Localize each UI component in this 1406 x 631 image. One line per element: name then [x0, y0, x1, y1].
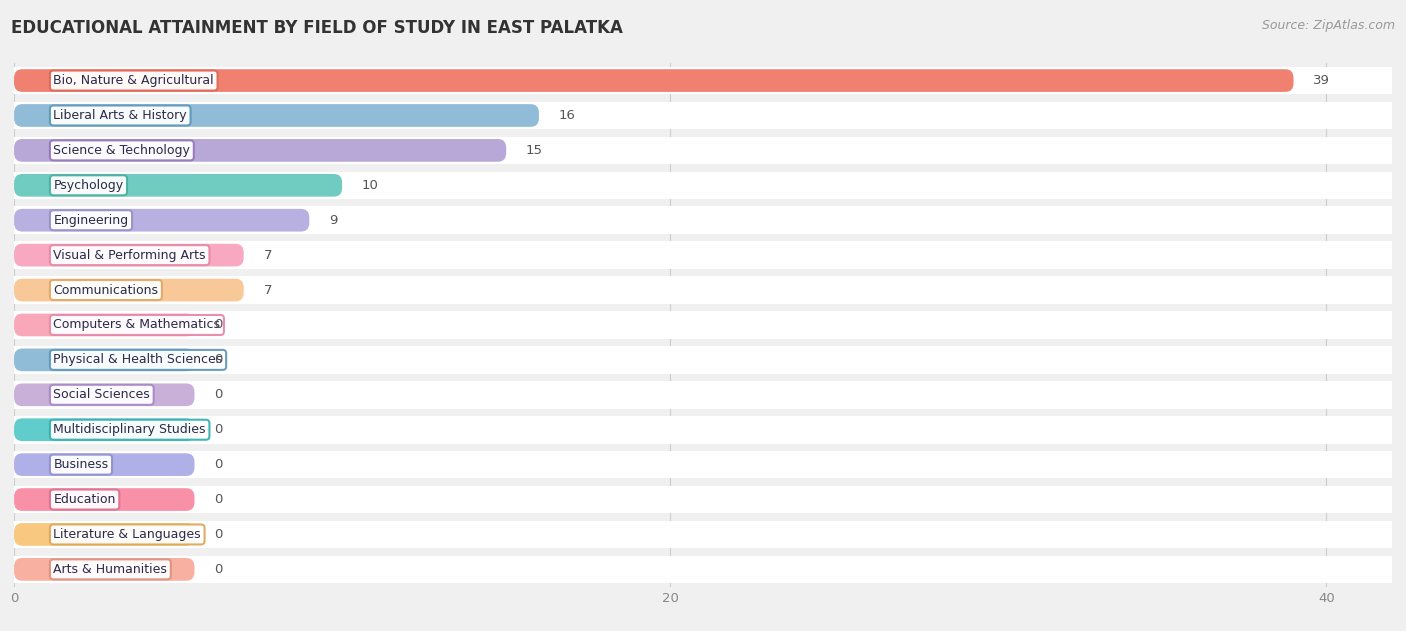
FancyBboxPatch shape [14, 104, 538, 127]
FancyBboxPatch shape [14, 523, 194, 546]
FancyBboxPatch shape [14, 276, 1392, 304]
Text: Bio, Nature & Agricultural: Bio, Nature & Agricultural [53, 74, 214, 87]
Text: 0: 0 [214, 319, 222, 331]
Text: Social Sciences: Social Sciences [53, 388, 150, 401]
Text: Physical & Health Sciences: Physical & Health Sciences [53, 353, 222, 367]
FancyBboxPatch shape [14, 418, 194, 441]
FancyBboxPatch shape [14, 139, 506, 162]
Text: 0: 0 [214, 353, 222, 367]
Text: Business: Business [53, 458, 108, 471]
FancyBboxPatch shape [14, 555, 1392, 583]
Text: 0: 0 [214, 458, 222, 471]
FancyBboxPatch shape [14, 384, 194, 406]
FancyBboxPatch shape [14, 486, 1392, 514]
Text: Communications: Communications [53, 283, 159, 297]
Text: EDUCATIONAL ATTAINMENT BY FIELD OF STUDY IN EAST PALATKA: EDUCATIONAL ATTAINMENT BY FIELD OF STUDY… [11, 19, 623, 37]
Text: 16: 16 [558, 109, 575, 122]
Text: Visual & Performing Arts: Visual & Performing Arts [53, 249, 205, 262]
FancyBboxPatch shape [14, 209, 309, 232]
FancyBboxPatch shape [14, 206, 1392, 234]
Text: 0: 0 [214, 388, 222, 401]
Text: 7: 7 [263, 249, 271, 262]
FancyBboxPatch shape [14, 69, 1294, 92]
Text: Source: ZipAtlas.com: Source: ZipAtlas.com [1261, 19, 1395, 32]
Text: Science & Technology: Science & Technology [53, 144, 190, 157]
Text: 15: 15 [526, 144, 543, 157]
Text: 0: 0 [214, 563, 222, 576]
Text: Psychology: Psychology [53, 179, 124, 192]
Text: Literature & Languages: Literature & Languages [53, 528, 201, 541]
Text: 9: 9 [329, 214, 337, 227]
Text: 0: 0 [214, 423, 222, 436]
FancyBboxPatch shape [14, 311, 1392, 339]
FancyBboxPatch shape [14, 172, 1392, 199]
FancyBboxPatch shape [14, 314, 194, 336]
Text: 7: 7 [263, 283, 271, 297]
Text: 10: 10 [361, 179, 378, 192]
FancyBboxPatch shape [14, 451, 1392, 478]
Text: Arts & Humanities: Arts & Humanities [53, 563, 167, 576]
FancyBboxPatch shape [14, 381, 1392, 409]
Text: Multidisciplinary Studies: Multidisciplinary Studies [53, 423, 205, 436]
FancyBboxPatch shape [14, 279, 243, 302]
FancyBboxPatch shape [14, 244, 243, 266]
FancyBboxPatch shape [14, 453, 194, 476]
Text: Education: Education [53, 493, 115, 506]
Text: 0: 0 [214, 493, 222, 506]
FancyBboxPatch shape [14, 346, 1392, 374]
FancyBboxPatch shape [14, 521, 1392, 548]
Text: Liberal Arts & History: Liberal Arts & History [53, 109, 187, 122]
FancyBboxPatch shape [14, 102, 1392, 129]
FancyBboxPatch shape [14, 136, 1392, 164]
FancyBboxPatch shape [14, 67, 1392, 95]
Text: 39: 39 [1313, 74, 1330, 87]
FancyBboxPatch shape [14, 174, 342, 197]
Text: Engineering: Engineering [53, 214, 128, 227]
Text: 0: 0 [214, 528, 222, 541]
FancyBboxPatch shape [14, 416, 1392, 444]
FancyBboxPatch shape [14, 348, 194, 371]
FancyBboxPatch shape [14, 241, 1392, 269]
FancyBboxPatch shape [14, 488, 194, 511]
FancyBboxPatch shape [14, 558, 194, 581]
Text: Computers & Mathematics: Computers & Mathematics [53, 319, 221, 331]
